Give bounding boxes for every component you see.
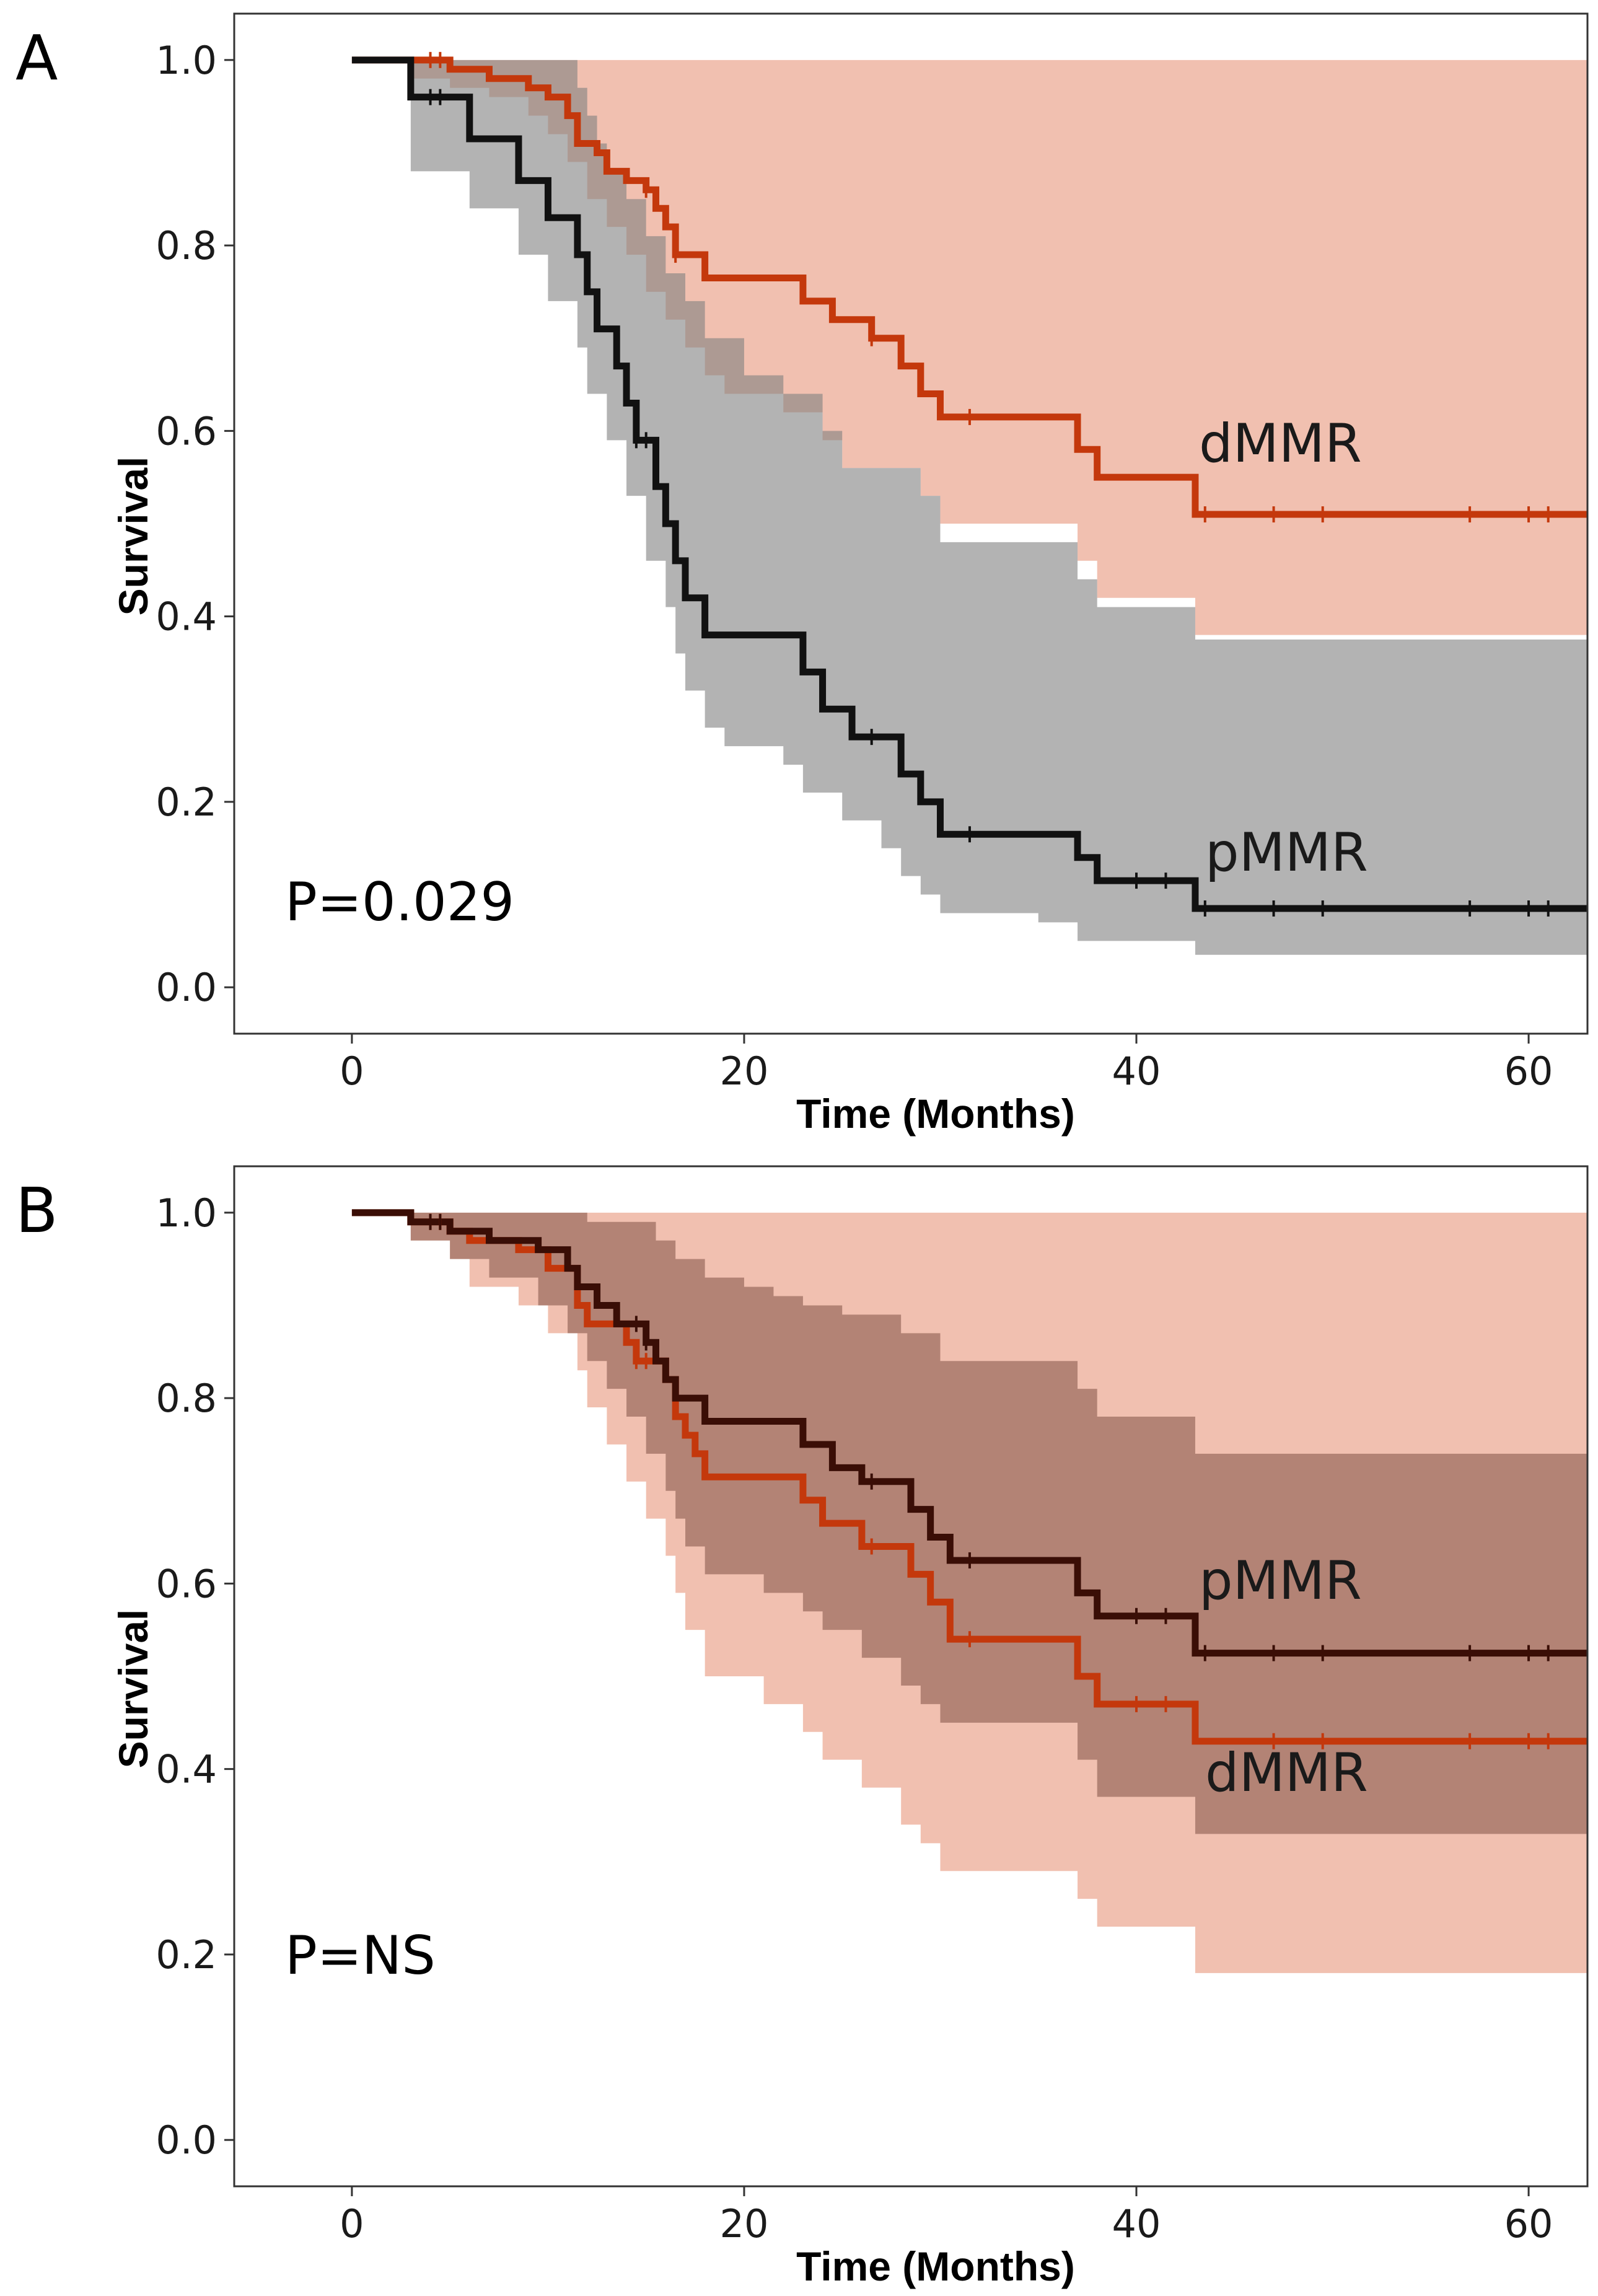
- plot-frame: [233, 12, 1589, 1035]
- y-tick-label: 0.2: [156, 1932, 217, 1977]
- confidence-band-pmmr: [351, 1212, 1587, 1834]
- x-axis-ticks: 0 20 40 60: [340, 1049, 1553, 1094]
- x-axis-ticks: 0 20 40 60: [340, 2201, 1553, 2246]
- survival-curve-pmmr: [351, 56, 1587, 912]
- series-label-pmmr: pMMR: [1205, 822, 1368, 884]
- x-tick-label: 60: [1504, 2201, 1553, 2246]
- censor-marks: [429, 51, 1550, 917]
- x-tick-label: 40: [1112, 2201, 1161, 2246]
- confidence-bands: [351, 1212, 1587, 1973]
- y-tick-label: 0.0: [156, 965, 217, 1010]
- y-tick-label: 0.4: [156, 1747, 217, 1792]
- axis-tick-marks: [224, 59, 1530, 1044]
- survival-curves: [351, 1209, 1587, 1745]
- y-tick-label: 0.6: [156, 1561, 217, 1606]
- y-axis-ticks: 0.0 0.2 0.4 0.6 0.8 1.0: [156, 38, 217, 1010]
- y-tick-label: 0.8: [156, 223, 217, 268]
- series-label-dmmr: dMMR: [1199, 413, 1362, 475]
- censor-marks: [429, 1213, 1550, 1749]
- y-tick-label: 0.0: [156, 2118, 217, 2163]
- confidence-band-dmmr: [351, 59, 1587, 635]
- axis-tick-marks: [224, 1212, 1530, 2196]
- x-tick-label: 20: [720, 2201, 769, 2246]
- y-tick-label: 1.0: [156, 1190, 217, 1236]
- x-tick-label: 40: [1112, 1049, 1161, 1094]
- p-value-annotation: P=NS: [285, 1925, 436, 1987]
- y-axis-ticks: 0.0 0.2 0.4 0.6 0.8 1.0: [156, 1190, 217, 2163]
- panel-a: A 0 20 40 60 0.0 0.2 0.4 0.6 0.8 1.0 Tim…: [15, 12, 1589, 1137]
- p-value-annotation: P=0.029: [285, 871, 514, 933]
- plot-frame: [233, 1165, 1589, 2188]
- y-axis-title: Survival: [110, 457, 156, 616]
- y-tick-label: 0.2: [156, 780, 217, 825]
- survival-curve-dmmr: [351, 1209, 1587, 1745]
- survival-curve-dmmr: [351, 56, 1587, 518]
- series-label-dmmr: dMMR: [1205, 1742, 1368, 1804]
- confidence-band-pmmr: [351, 59, 1587, 955]
- panel-b: B 0 20 40 60 0.0 0.2 0.4 0.6 0.8 1.0 Tim…: [15, 1165, 1589, 2289]
- confidence-bands: [351, 59, 1587, 955]
- survival-curve-pmmr: [351, 1209, 1587, 1657]
- x-axis-title: Time (Months): [796, 1091, 1075, 1137]
- y-tick-label: 0.8: [156, 1376, 217, 1421]
- x-tick-label: 60: [1504, 1049, 1553, 1094]
- y-tick-label: 0.4: [156, 594, 217, 640]
- y-axis-title: Survival: [110, 1609, 156, 1769]
- y-tick-label: 0.6: [156, 408, 217, 454]
- y-tick-label: 1.0: [156, 38, 217, 83]
- x-tick-label: 0: [340, 2201, 364, 2246]
- x-tick-label: 20: [720, 1049, 769, 1094]
- survival-curves: [351, 56, 1587, 912]
- series-label-pmmr: pMMR: [1199, 1550, 1362, 1612]
- x-tick-label: 0: [340, 1049, 364, 1094]
- x-axis-title: Time (Months): [796, 2243, 1075, 2289]
- panel-letter: B: [15, 1174, 58, 1247]
- panel-letter: A: [15, 22, 58, 94]
